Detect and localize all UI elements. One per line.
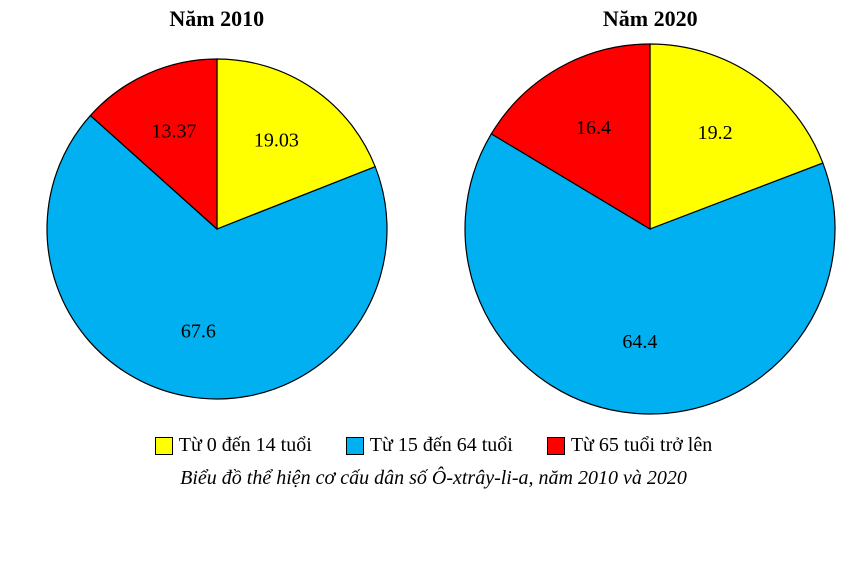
pie-slice-label: 19.2 xyxy=(698,122,733,144)
pie-slice-label: 19.03 xyxy=(254,129,299,151)
legend-label-15-64: Từ 15 đến 64 tuổi xyxy=(370,434,513,457)
chart-title-2020: Năm 2020 xyxy=(434,6,867,32)
legend-item-15-64: Từ 15 đến 64 tuổi xyxy=(346,434,513,457)
legend-label-0-14: Từ 0 đến 14 tuổi xyxy=(179,434,312,457)
pie-slice-label: 67.6 xyxy=(181,320,216,342)
pie-chart-2020: 19.2 64.4 16.4 xyxy=(463,42,837,416)
legend-label-65plus: Từ 65 tuổi trở lên xyxy=(571,434,712,457)
pie-chart-2010: 19.03 67.6 13.37 xyxy=(45,57,389,401)
chart-title-2010: Năm 2010 xyxy=(0,6,434,32)
chart-caption: Biểu đồ thể hiện cơ cấu dân số Ô-xtrây-l… xyxy=(0,467,867,490)
pie-slice-label: 13.37 xyxy=(151,120,196,142)
legend-swatch-0-14 xyxy=(155,437,173,455)
legend-item-0-14: Từ 0 đến 14 tuổi xyxy=(155,434,312,457)
chart-titles-row: Năm 2010 Năm 2020 xyxy=(0,0,867,32)
pie-slice-label: 64.4 xyxy=(623,331,658,353)
legend-swatch-15-64 xyxy=(346,437,364,455)
charts-row: 19.03 67.6 13.37 19.2 64.4 16.4 xyxy=(0,42,867,416)
pie-2020-wrap: 19.2 64.4 16.4 xyxy=(434,42,867,416)
pie-2010-wrap: 19.03 67.6 13.37 xyxy=(0,57,434,401)
legend-swatch-65plus xyxy=(547,437,565,455)
legend-item-65plus: Từ 65 tuổi trở lên xyxy=(547,434,712,457)
legend: Từ 0 đến 14 tuổi Từ 15 đến 64 tuổi Từ 65… xyxy=(0,434,867,457)
pie-slice-label: 16.4 xyxy=(576,117,611,139)
